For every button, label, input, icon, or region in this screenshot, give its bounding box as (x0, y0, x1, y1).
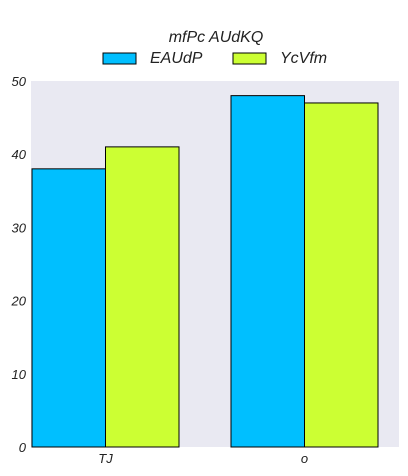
legend-title: mfPc AUdKQ (169, 29, 264, 46)
y-tick-label: 40 (12, 147, 27, 162)
x-tick-label: TJ (98, 451, 113, 466)
bar-EAUdP-o (230, 95, 305, 448)
legend-label-series-2: YcVfm (280, 50, 327, 67)
legend-swatch-series-2 (232, 52, 267, 65)
y-axis: 0 10 20 30 40 50 (11, 74, 27, 455)
bar-YcVfm-o (304, 102, 379, 448)
bars-layer (31, 95, 379, 448)
x-axis: TJ o (98, 451, 308, 466)
legend: mfPc AUdKQ EAUdP YcVfm (102, 29, 327, 67)
legend-swatch-series-1 (102, 52, 137, 65)
y-tick-label: 20 (11, 294, 27, 309)
legend-label-series-1: EAUdP (150, 50, 203, 67)
bar-EAUdP-TJ (31, 168, 106, 448)
bar-YcVfm-TJ (105, 146, 180, 448)
y-tick-label: 10 (12, 367, 27, 382)
y-tick-label: 0 (19, 440, 27, 455)
x-tick-label: o (301, 451, 308, 466)
y-tick-label: 50 (12, 74, 27, 89)
y-tick-label: 30 (12, 220, 27, 235)
